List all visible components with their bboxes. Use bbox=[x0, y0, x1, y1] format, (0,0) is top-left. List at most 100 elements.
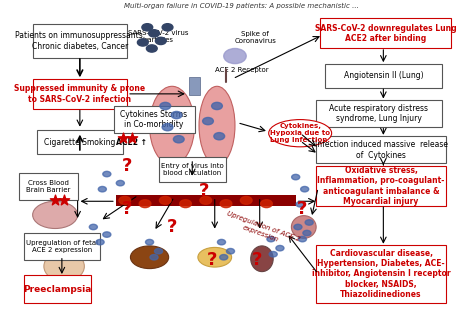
Circle shape bbox=[162, 24, 173, 31]
FancyBboxPatch shape bbox=[316, 136, 447, 163]
Title: Multi-organ failure in COVID-19 patients: A possible mechanistic ...: Multi-organ failure in COVID-19 patients… bbox=[124, 3, 359, 9]
Text: ?: ? bbox=[252, 251, 263, 269]
Ellipse shape bbox=[198, 247, 232, 267]
Circle shape bbox=[180, 200, 191, 208]
Circle shape bbox=[261, 200, 272, 208]
FancyBboxPatch shape bbox=[325, 64, 442, 88]
Circle shape bbox=[142, 24, 153, 31]
Circle shape bbox=[305, 220, 313, 225]
FancyBboxPatch shape bbox=[24, 233, 100, 260]
Text: Acute respiratory distress
syndrome, Lung Injury: Acute respiratory distress syndrome, Lun… bbox=[329, 104, 428, 123]
Circle shape bbox=[155, 37, 166, 45]
Text: Cytokines,
Hypoxia due to
Lung Infection.: Cytokines, Hypoxia due to Lung Infection… bbox=[270, 123, 330, 143]
Text: ACE 2 Receptor: ACE 2 Receptor bbox=[215, 67, 269, 73]
Circle shape bbox=[219, 254, 228, 260]
FancyBboxPatch shape bbox=[33, 24, 127, 58]
Circle shape bbox=[202, 118, 213, 125]
Text: Suppressed immunity & prone
to SARS-CoV-2 infection: Suppressed immunity & prone to SARS-CoV-… bbox=[14, 84, 146, 104]
Circle shape bbox=[267, 236, 275, 242]
Circle shape bbox=[269, 252, 277, 257]
FancyBboxPatch shape bbox=[158, 157, 226, 182]
Circle shape bbox=[119, 197, 131, 204]
Text: ?: ? bbox=[297, 200, 308, 218]
Circle shape bbox=[98, 186, 106, 192]
Text: ?: ? bbox=[198, 182, 209, 200]
Circle shape bbox=[214, 133, 225, 140]
Point bbox=[51, 197, 59, 202]
Text: Cross Blood
Brain Barrier: Cross Blood Brain Barrier bbox=[26, 180, 71, 193]
Ellipse shape bbox=[33, 201, 78, 228]
Circle shape bbox=[155, 248, 163, 254]
Circle shape bbox=[220, 200, 232, 208]
Ellipse shape bbox=[130, 246, 169, 269]
Text: Spike of
Coronavirus: Spike of Coronavirus bbox=[234, 31, 276, 44]
Text: ?: ? bbox=[122, 157, 132, 175]
FancyBboxPatch shape bbox=[114, 106, 194, 133]
Circle shape bbox=[149, 30, 159, 37]
Text: ?: ? bbox=[122, 200, 132, 218]
Text: SARS-CoV-2 downregulates Lung
ACE2 after binding: SARS-CoV-2 downregulates Lung ACE2 after… bbox=[315, 24, 456, 43]
Circle shape bbox=[160, 102, 171, 110]
Text: ?: ? bbox=[167, 218, 177, 236]
Circle shape bbox=[218, 240, 226, 245]
FancyBboxPatch shape bbox=[320, 18, 451, 48]
FancyBboxPatch shape bbox=[33, 79, 127, 109]
Circle shape bbox=[303, 230, 311, 236]
FancyBboxPatch shape bbox=[116, 195, 296, 206]
Circle shape bbox=[171, 112, 182, 119]
Text: Patients on immunosuppressants,
Chronic diabetes, Cancer: Patients on immunosuppressants, Chronic … bbox=[15, 31, 145, 51]
Circle shape bbox=[240, 197, 252, 204]
Circle shape bbox=[159, 197, 171, 204]
Circle shape bbox=[200, 197, 211, 204]
Circle shape bbox=[103, 232, 111, 237]
FancyBboxPatch shape bbox=[316, 167, 447, 206]
Circle shape bbox=[211, 102, 222, 110]
Circle shape bbox=[146, 45, 157, 52]
Text: Angiotensin II (Lung): Angiotensin II (Lung) bbox=[344, 71, 423, 80]
Circle shape bbox=[116, 180, 124, 186]
Circle shape bbox=[146, 240, 154, 245]
Ellipse shape bbox=[269, 119, 332, 147]
Text: ?: ? bbox=[207, 251, 218, 269]
Text: Upregulation of ACE 2
expression: Upregulation of ACE 2 expression bbox=[223, 210, 301, 249]
Circle shape bbox=[296, 202, 304, 207]
Text: Cardiovascular disease,
Hypertension, Diabetes, ACE-
inhibitor, Angiotensin I re: Cardiovascular disease, Hypertension, Di… bbox=[312, 249, 450, 299]
Ellipse shape bbox=[292, 216, 316, 238]
Text: ACE2 ↑: ACE2 ↑ bbox=[116, 138, 147, 147]
Circle shape bbox=[139, 200, 151, 208]
Point bbox=[128, 136, 136, 141]
Text: SARS-CoV-2 virus
particles: SARS-CoV-2 virus particles bbox=[128, 30, 189, 43]
FancyBboxPatch shape bbox=[19, 173, 78, 200]
Text: Entry of virus into
blood circulation: Entry of virus into blood circulation bbox=[161, 163, 224, 176]
Circle shape bbox=[301, 186, 309, 192]
Circle shape bbox=[137, 39, 148, 46]
FancyBboxPatch shape bbox=[316, 100, 442, 127]
Circle shape bbox=[276, 246, 284, 251]
Text: Infection induced massive  release
of  Cytokines: Infection induced massive release of Cyt… bbox=[315, 140, 447, 160]
FancyBboxPatch shape bbox=[316, 245, 447, 303]
Circle shape bbox=[224, 48, 246, 64]
Ellipse shape bbox=[199, 86, 235, 165]
Text: Cytokines Storms
in Co-morbidity: Cytokines Storms in Co-morbidity bbox=[120, 110, 188, 129]
Ellipse shape bbox=[150, 86, 194, 165]
Text: Upregulation of fetal
ACE 2 expression: Upregulation of fetal ACE 2 expression bbox=[26, 240, 98, 253]
FancyBboxPatch shape bbox=[189, 77, 201, 95]
Circle shape bbox=[292, 174, 300, 180]
FancyBboxPatch shape bbox=[24, 276, 91, 303]
FancyBboxPatch shape bbox=[37, 130, 123, 155]
Circle shape bbox=[173, 136, 184, 143]
Point bbox=[60, 197, 68, 202]
Circle shape bbox=[294, 224, 302, 230]
Ellipse shape bbox=[251, 246, 273, 272]
Circle shape bbox=[150, 254, 158, 260]
Text: Cigarette Smoking: Cigarette Smoking bbox=[44, 138, 116, 147]
Circle shape bbox=[96, 240, 104, 245]
Circle shape bbox=[103, 171, 111, 177]
Text: Preeclampsia: Preeclampsia bbox=[23, 284, 91, 294]
Text: Oxidative stress,
Inflammation, pro-coagulant-
anticoagulant imbalance &
Myocard: Oxidative stress, Inflammation, pro-coag… bbox=[318, 166, 445, 206]
Ellipse shape bbox=[44, 251, 84, 282]
Point bbox=[119, 136, 127, 141]
Circle shape bbox=[89, 224, 97, 230]
Circle shape bbox=[227, 248, 235, 254]
Circle shape bbox=[298, 236, 307, 242]
